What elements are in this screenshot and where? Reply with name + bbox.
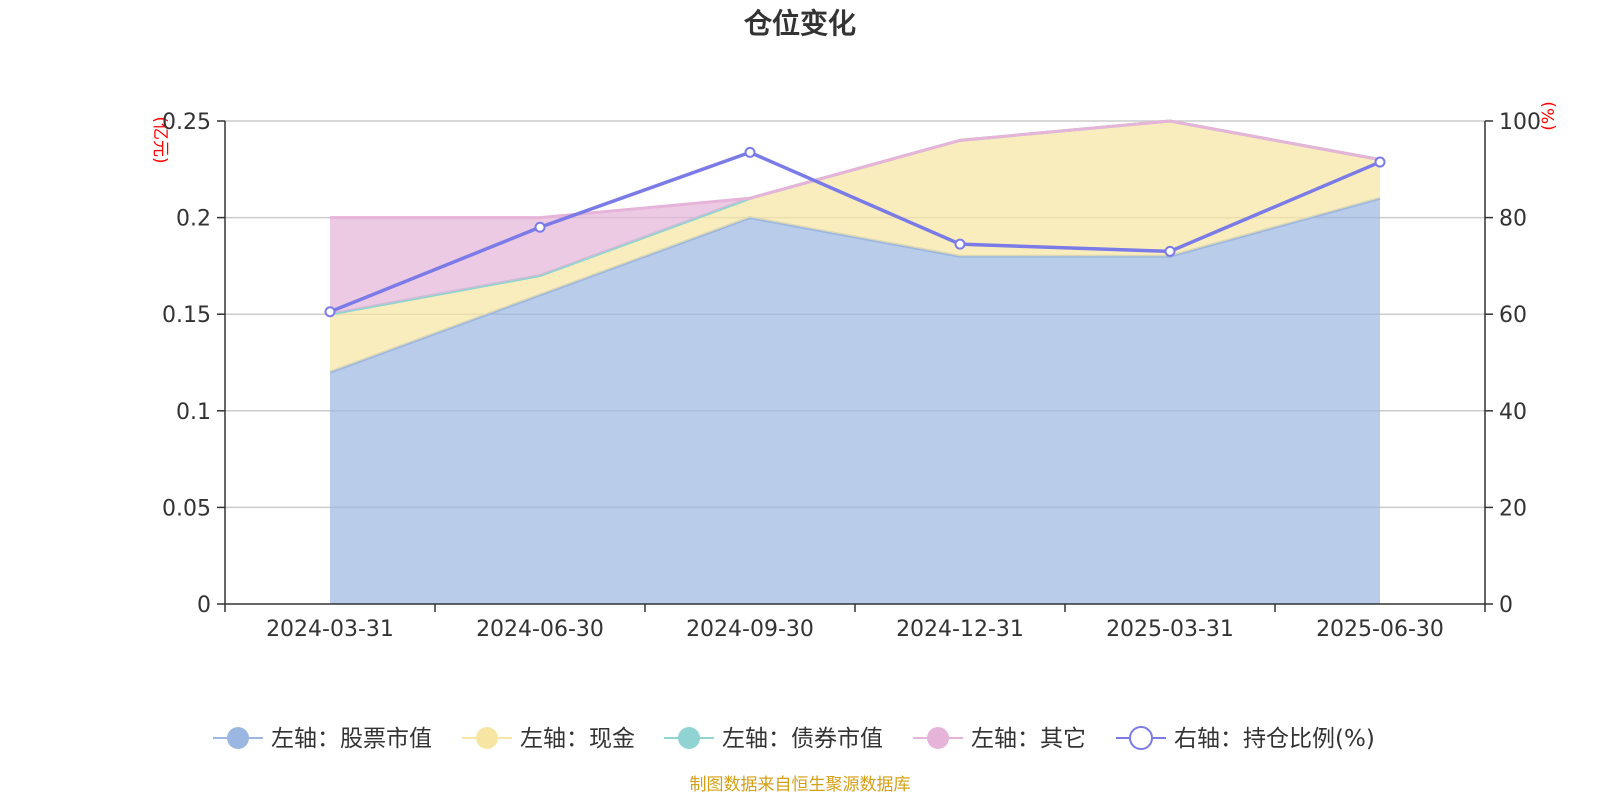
x-axis-tick-label: 2024-12-31: [896, 617, 1024, 642]
ratio-point: [534, 221, 546, 233]
ratio-line: [329, 150, 1381, 314]
legend-marker-2: [678, 727, 700, 749]
legend: 左轴：股票市值 左轴：现金 左轴：债券市值 左轴：其它 右轴：持仓比例(%): [213, 726, 1375, 752]
legend-label-3: 左轴：其它: [971, 726, 1086, 752]
x-axis-tick-label: 2025-06-30: [1316, 617, 1444, 642]
legend-marker-4: [1129, 726, 1153, 750]
left-axis-unit: (亿元): [150, 116, 170, 163]
right-axis-tick-label: 80: [1499, 207, 1527, 232]
right-axis-tick-label: 0: [1499, 593, 1513, 618]
left-axis-tick-label: 0.15: [162, 303, 211, 328]
legend-marker-3: [927, 727, 949, 749]
x-axis-tick-label: 2024-03-31: [266, 617, 394, 642]
right-axis-unit: (%): [1539, 101, 1559, 130]
legend-marker-0: [227, 727, 249, 749]
legend-label-4: 右轴：持仓比例(%): [1174, 726, 1375, 752]
ratio-point: [1164, 245, 1176, 257]
axes: 0 0.05 0.1 0.15 0.2 0.25 0 20 40 60 80 100 2024-03-3…: [162, 110, 1541, 642]
legend-label-0: 左轴：股票市值: [271, 726, 432, 752]
legend-marker-1: [476, 727, 498, 749]
left-axis-tick-label: 0.2: [176, 207, 211, 232]
x-axis-tick-label: 2024-06-30: [476, 617, 604, 642]
left-axis-tick-label: 0.05: [162, 496, 211, 521]
data-source-note: 制图数据来自恒生聚源数据库: [690, 775, 911, 795]
right-axis-tick-label: 40: [1499, 400, 1527, 425]
right-axis-tick-label: 60: [1499, 303, 1527, 328]
ratio-point: [954, 238, 966, 250]
x-axis-tick-label: 2024-09-30: [686, 617, 814, 642]
area-1: [330, 121, 1380, 373]
ratio-point: [744, 146, 756, 158]
left-axis-tick-label: 0.1: [176, 400, 211, 425]
stacked-areas: [329, 119, 1381, 604]
ratio-line-layer: [324, 146, 1386, 318]
area-0: [330, 198, 1380, 604]
chart-title: 仓位变化: [744, 7, 856, 40]
right-axis-tick-label: 20: [1499, 496, 1527, 521]
right-axis-tick-label: 100: [1499, 110, 1541, 135]
legend-label-1: 左轴：现金: [520, 726, 635, 752]
x-axis-tick-label: 2025-03-31: [1106, 617, 1234, 642]
ratio-point: [1374, 156, 1386, 168]
legend-label-2: 左轴：债券市值: [722, 726, 883, 752]
area-edge-3: [330, 119, 1381, 220]
left-axis-tick-label: 0: [197, 593, 211, 618]
left-axis-tick-label: 0.25: [162, 110, 211, 135]
ratio-point: [324, 306, 336, 318]
